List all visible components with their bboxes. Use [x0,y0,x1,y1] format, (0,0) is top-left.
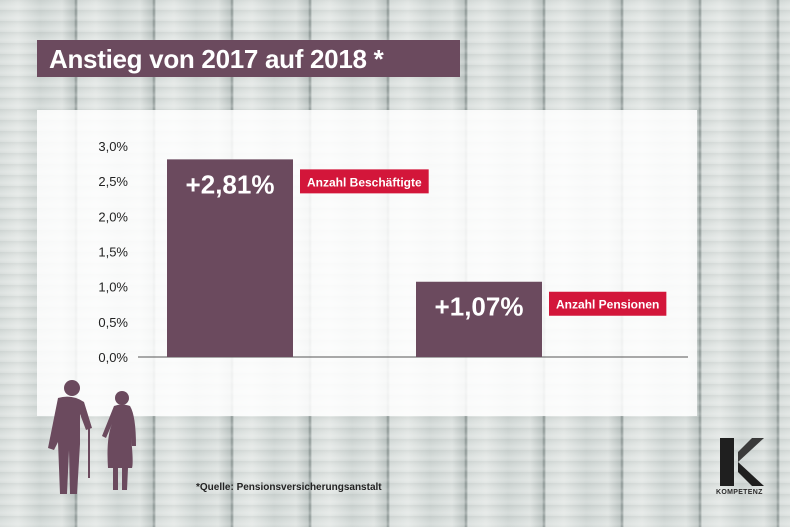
title-banner: Anstieg von 2017 auf 2018 * [37,40,460,77]
source-footnote: *Quelle: Pensionsversicherungsanstalt [196,482,382,493]
y-tick-label: 0,0% [98,350,128,365]
bar [167,159,293,357]
elderly-couple-icon [48,380,136,494]
y-axis: 0,0% 0,5% 1,0% 1,5% 2,0% 2,5% 3,0% [98,139,688,365]
bar [416,281,542,357]
category-label: Anzahl Beschäftigte [307,175,422,189]
bar-value-label: +1,07% [435,292,524,322]
category-label-box [300,169,429,194]
y-tick-label: 2,5% [98,174,128,189]
category-label-box [549,291,667,316]
brand-name: KOMPETENZ [716,489,763,496]
y-tick-label: 1,0% [98,280,128,295]
chart-title: Anstieg von 2017 auf 2018 * [49,44,384,74]
y-tick-label: 0,5% [98,315,128,330]
chart-panel [37,110,697,416]
y-tick-label: 3,0% [98,139,128,154]
category-label: Anzahl Pensionen [556,298,659,312]
y-tick-label: 2,0% [98,209,128,224]
k-logo-icon [720,438,764,486]
bar-value-label: +2,81% [186,169,275,199]
y-tick-label: 1,5% [98,245,128,260]
bars: +2,81% Anzahl Beschäftigte +1,07% Anzahl Pe… [167,159,667,357]
